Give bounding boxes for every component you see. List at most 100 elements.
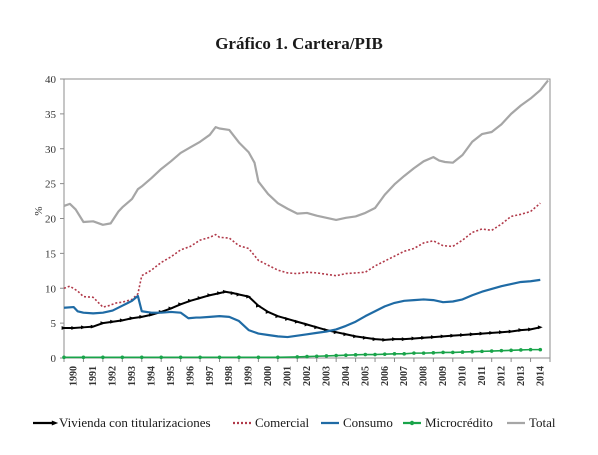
data-point (508, 329, 514, 334)
data-point (518, 328, 524, 333)
series-layer (61, 79, 549, 360)
data-point (314, 354, 319, 359)
x-tick-label: 1998 (224, 366, 235, 386)
data-point (295, 355, 300, 359)
data-point (489, 349, 494, 353)
data-point (178, 355, 183, 360)
legend-item-2: Consumo (321, 415, 393, 430)
data-point (382, 337, 388, 342)
data-point (275, 314, 281, 319)
data-point (237, 355, 241, 360)
data-point (499, 330, 504, 335)
x-tick-label: 2011 (477, 366, 488, 385)
x-tick-label: 1996 (185, 366, 196, 386)
data-point (373, 352, 377, 357)
data-point (256, 355, 261, 360)
data-point (222, 289, 228, 294)
y-tick-label: 35 (45, 109, 57, 121)
data-point (119, 318, 125, 323)
x-tick-label: 1991 (88, 366, 99, 386)
x-tick-label: 1993 (127, 366, 138, 386)
data-point (120, 355, 125, 360)
data-point (499, 348, 504, 353)
data-point (81, 325, 86, 330)
data-point (217, 291, 222, 296)
y-tick-label: 40 (45, 74, 57, 86)
data-point (71, 326, 77, 330)
y-tick-label: 15 (45, 248, 57, 260)
data-point (382, 352, 387, 356)
x-tick-label: 1995 (166, 366, 177, 386)
data-point (333, 330, 339, 335)
legend-item-4: Total (507, 415, 556, 430)
data-point (353, 334, 358, 339)
data-point (441, 350, 445, 355)
series-line (63, 278, 541, 339)
legend: Vivienda con titularizaciones Comercial Co… (33, 415, 556, 430)
y-tick-label: 20 (45, 214, 57, 226)
legend-label: Comercial (255, 415, 310, 430)
data-point (198, 355, 202, 360)
data-point (460, 350, 465, 354)
data-point (392, 337, 397, 342)
data-point (159, 355, 163, 360)
x-tick-label: 2013 (516, 366, 527, 386)
data-point (62, 355, 66, 360)
data-point (304, 322, 310, 327)
data-point (314, 325, 320, 330)
legend-marker (51, 420, 59, 426)
x-tick-label: 2012 (496, 366, 507, 386)
data-point (139, 355, 144, 360)
data-point (246, 294, 252, 299)
series-4 (63, 79, 549, 226)
legend-item-3: Microcrédito (403, 415, 493, 430)
data-point (61, 326, 67, 330)
data-point (353, 353, 358, 357)
data-point (276, 355, 280, 360)
data-point (139, 314, 145, 319)
series-line (64, 348, 541, 359)
y-tick-label: 30 (45, 144, 57, 156)
x-tick-label: 2004 (341, 366, 352, 386)
y-tick-label: 25 (45, 179, 57, 191)
plot-area (63, 78, 551, 359)
x-tick-label: 1994 (146, 366, 157, 386)
data-point (236, 292, 242, 297)
plot-border (63, 78, 551, 359)
x-tick-label: 2003 (321, 366, 332, 386)
data-point (285, 317, 290, 321)
x-axis: 1990 1991 1992 1993 1994 1995 1996 1997 1998 1999… (63, 358, 551, 386)
series-2 (63, 278, 541, 339)
data-point (334, 353, 338, 358)
data-point (421, 351, 426, 355)
series-line (63, 79, 549, 226)
data-point (411, 336, 417, 341)
legend-label: Microcrédito (425, 415, 493, 430)
data-point (178, 302, 184, 307)
data-point (430, 335, 436, 339)
x-tick-label: 2000 (263, 366, 274, 386)
x-tick-label: 1992 (108, 366, 119, 386)
data-point (362, 335, 368, 340)
x-tick-label: 2006 (380, 366, 391, 386)
data-point (509, 348, 513, 353)
data-point (470, 349, 475, 354)
data-point (363, 352, 368, 357)
data-point (392, 352, 397, 356)
y-axis: 0 5 10 15 20 25 30 35 40 (45, 74, 64, 365)
series-3 (62, 347, 543, 360)
data-point (528, 327, 533, 332)
chart-title: Gráfico 1. Cartera/PIB (215, 34, 383, 53)
data-point (421, 335, 427, 340)
data-point (469, 332, 475, 337)
data-point (401, 337, 407, 342)
data-point (451, 350, 455, 355)
legend-label: Vivienda con titularizaciones (59, 415, 211, 430)
data-point (256, 303, 261, 308)
data-point (168, 306, 174, 311)
data-point (450, 333, 456, 338)
data-point (100, 321, 106, 326)
data-point (489, 330, 495, 335)
x-tick-label: 1990 (69, 366, 80, 386)
